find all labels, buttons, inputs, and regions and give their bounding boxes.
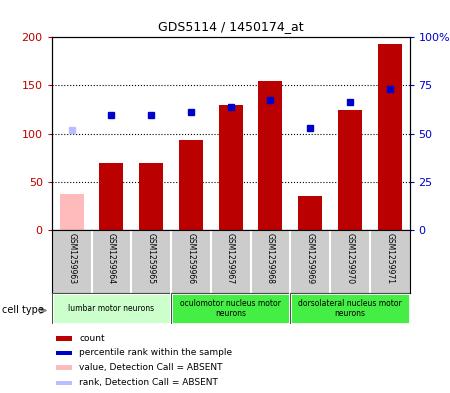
Text: cell type: cell type <box>2 305 44 316</box>
Bar <box>56 381 72 385</box>
Bar <box>179 140 203 230</box>
Text: GSM1259968: GSM1259968 <box>266 233 275 284</box>
Text: value, Detection Call = ABSENT: value, Detection Call = ABSENT <box>80 363 223 372</box>
Bar <box>56 365 72 370</box>
Text: GSM1259965: GSM1259965 <box>147 233 156 284</box>
Bar <box>139 162 163 230</box>
Bar <box>171 293 290 324</box>
Text: GSM1259969: GSM1259969 <box>306 233 315 284</box>
Bar <box>378 44 401 230</box>
Bar <box>171 293 290 324</box>
Bar <box>290 293 410 324</box>
Text: rank, Detection Call = ABSENT: rank, Detection Call = ABSENT <box>80 378 218 387</box>
Bar <box>56 351 72 355</box>
Text: GSM1259971: GSM1259971 <box>385 233 394 284</box>
Text: lumbar motor neurons: lumbar motor neurons <box>68 304 154 313</box>
Text: GSM1259964: GSM1259964 <box>107 233 116 284</box>
Bar <box>99 162 123 230</box>
Text: GSM1259966: GSM1259966 <box>186 233 195 284</box>
Bar <box>338 110 362 230</box>
Bar <box>52 293 171 324</box>
Text: GSM1259970: GSM1259970 <box>346 233 355 284</box>
Text: count: count <box>80 334 105 343</box>
Bar <box>60 194 84 230</box>
Bar <box>56 336 72 341</box>
Bar <box>52 293 171 324</box>
Bar <box>298 196 322 230</box>
Text: dorsolateral nucleus motor
neurons: dorsolateral nucleus motor neurons <box>298 299 402 318</box>
Bar <box>290 293 410 324</box>
Bar <box>219 105 243 230</box>
Title: GDS5114 / 1450174_at: GDS5114 / 1450174_at <box>158 20 303 33</box>
Text: oculomotor nucleus motor
neurons: oculomotor nucleus motor neurons <box>180 299 281 318</box>
Text: GSM1259967: GSM1259967 <box>226 233 235 284</box>
Text: percentile rank within the sample: percentile rank within the sample <box>80 349 233 357</box>
Bar <box>258 81 282 230</box>
Text: GSM1259963: GSM1259963 <box>67 233 76 284</box>
